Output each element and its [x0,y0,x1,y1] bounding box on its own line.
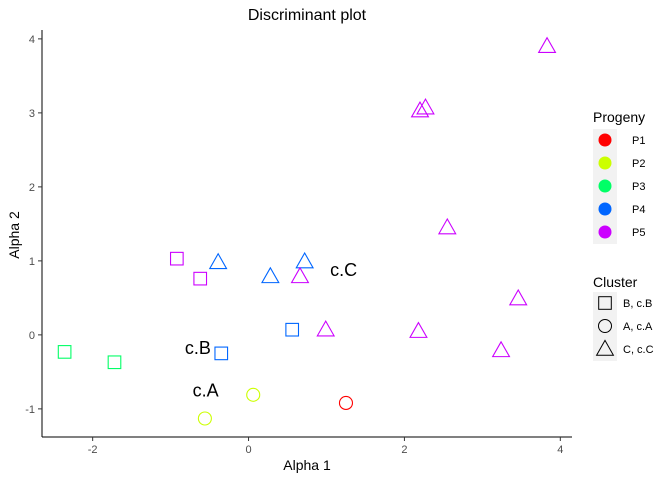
data-points [57,36,557,426]
cluster-legend: Cluster B, c.B A, c.A C, c.C [593,274,654,361]
axes: -2 0 2 4 -1 0 1 2 3 4 [25,30,572,456]
cluster-legend-title: Cluster [593,274,638,290]
data-point-p5-triangle [409,321,428,338]
progeny-legend-label: P3 [632,181,645,193]
chart-title: Discriminant plot [248,7,367,24]
y-tick-label: 2 [29,182,35,194]
data-point-p1-circle [338,395,354,411]
data-point-p5-triangle [416,97,435,115]
cluster-legend-key-circle [598,319,612,333]
data-point-p5-square [193,271,208,286]
data-point-p4-triangle [261,266,280,284]
y-tick-label: 3 [29,108,35,120]
y-tick-label: 0 [29,330,35,342]
data-point-p5-triangle [508,288,528,306]
x-ticks: -2 0 2 4 [88,437,563,456]
cluster-legend-key-background [593,292,617,361]
data-point-p2-circle [197,411,212,426]
y-ticks: -1 0 1 2 3 4 [25,34,42,416]
data-point-p5-square [169,251,184,266]
x-tick-label: 4 [557,444,563,456]
data-point-p3-square [57,345,72,359]
y-tick-label: 4 [29,34,35,46]
data-point-p2-circle [246,387,261,402]
y-tick-label: 1 [29,256,35,268]
progeny-legend-swatch-p4 [598,202,612,216]
cluster-annotation: c.C [330,260,357,280]
cluster-legend-label: B, c.B [623,298,652,310]
data-point-p5-triangle [491,340,511,358]
progeny-legend-label: P5 [632,227,645,239]
x-tick-label: 0 [245,444,251,456]
y-axis-title: Alpha 2 [6,211,22,259]
progeny-legend-swatch-p2 [598,156,612,170]
cluster-legend-key-triangle [595,339,615,356]
data-point-p5-triangle [290,266,310,284]
cluster-legend-key-square [598,296,612,310]
x-tick-label: -2 [88,444,98,456]
cluster-annotations: c.A c.B c.C [185,260,357,401]
progeny-legend-swatch-p5 [598,225,612,239]
data-point-p5-triangle [410,100,430,118]
cluster-legend-label: C, c.C [623,344,654,356]
progeny-legend-label: P1 [632,135,645,147]
data-point-p5-triangle [537,36,557,54]
x-tick-label: 2 [401,444,407,456]
progeny-legend-label: P2 [632,158,645,170]
data-point-p5-triangle [316,319,336,337]
progeny-legend-swatch-p1 [598,133,612,147]
cluster-annotation: c.B [185,338,211,358]
progeny-legend-swatch-p3 [598,179,612,193]
data-point-p4-triangle [295,251,315,269]
progeny-legend: Progeny P1 P2 P3 P4 P5 [593,109,645,244]
cluster-annotation: c.A [193,380,219,400]
x-axis-title: Alpha 1 [283,457,331,473]
data-point-p4-square [285,322,300,337]
data-point-p5-triangle [437,217,457,235]
y-tick-label: -1 [25,404,35,416]
cluster-legend-label: A, c.A [623,321,653,333]
data-point-p3-square [107,355,122,370]
progeny-legend-label: P4 [632,204,645,216]
data-point-p4-square [214,346,229,361]
data-point-p4-triangle [208,252,228,270]
progeny-legend-title: Progeny [593,109,645,125]
